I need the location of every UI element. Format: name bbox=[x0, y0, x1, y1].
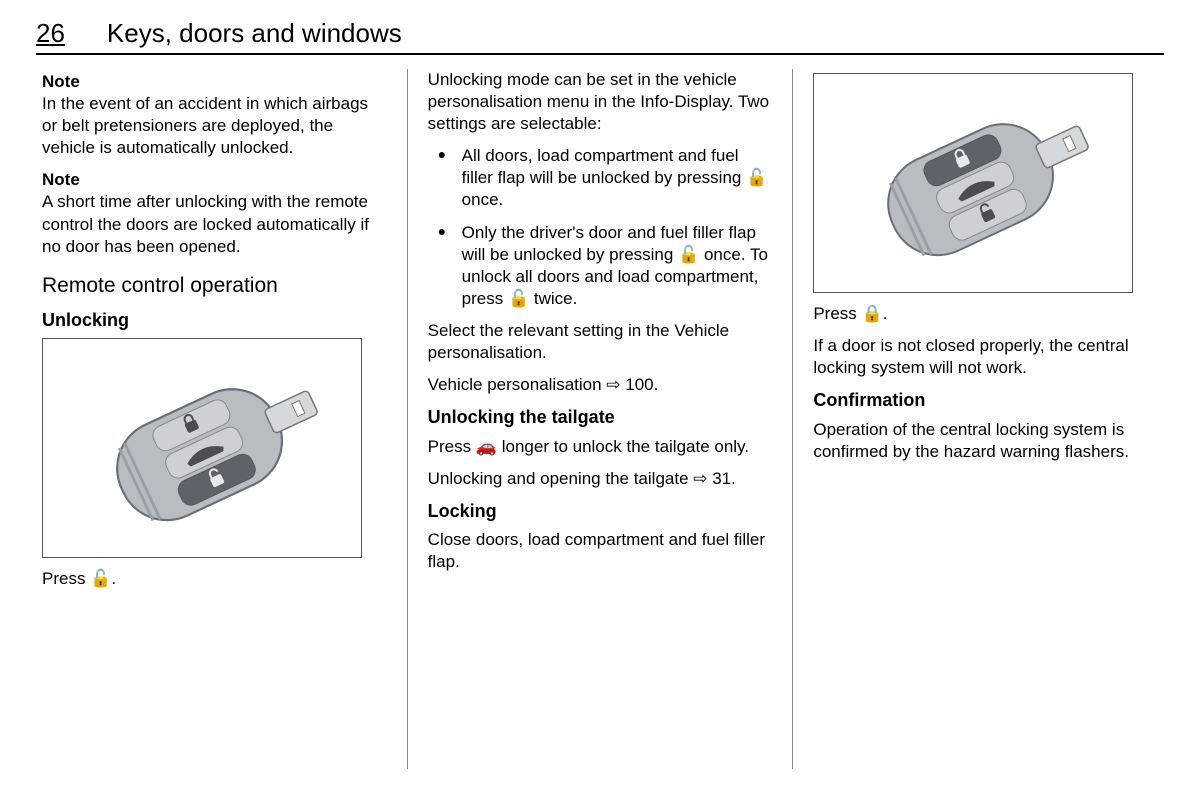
page-number: 26 bbox=[36, 18, 65, 49]
section-heading-remote: Remote control operation bbox=[42, 272, 387, 299]
door-not-closed: If a door is not closed properly, the ce… bbox=[813, 335, 1158, 379]
subheading-locking: Locking bbox=[428, 500, 773, 523]
list-item: Only the driver's door and fuel filler f… bbox=[428, 222, 773, 310]
subheading-unlocking: Unlocking bbox=[42, 309, 387, 332]
content-columns: Note In the event of an accident in whic… bbox=[36, 69, 1164, 769]
column-1: Note In the event of an accident in whic… bbox=[36, 69, 407, 769]
keyfob-svg-unlock bbox=[52, 348, 352, 548]
column-3: Press 🔒. If a door is not closed properl… bbox=[793, 69, 1164, 769]
xref-tailgate: Unlocking and opening the tailgate ⇨ 31. bbox=[428, 468, 773, 490]
confirmation-body: Operation of the central locking system … bbox=[813, 419, 1158, 463]
keyfob-svg-lock bbox=[823, 83, 1123, 283]
press-lock-text: Press 🔒. bbox=[813, 303, 1158, 325]
page-header: 26 Keys, doors and windows bbox=[36, 18, 1164, 55]
unlock-mode-list: All doors, load compartment and fuel fil… bbox=[428, 145, 773, 310]
xref-vehicle-personalisation: Vehicle personalisation ⇨ 100. bbox=[428, 374, 773, 396]
subheading-confirmation: Confirmation bbox=[813, 389, 1158, 412]
list-item: All doors, load compartment and fuel fil… bbox=[428, 145, 773, 211]
unlock-mode-intro: Unlocking mode can be set in the vehicle… bbox=[428, 69, 773, 135]
subheading-tailgate: Unlocking the tailgate bbox=[428, 406, 773, 429]
tailgate-press: Press 🚗 longer to unlock the tailgate on… bbox=[428, 436, 773, 458]
note-heading: Note bbox=[42, 71, 387, 93]
column-2: Unlocking mode can be set in the vehicle… bbox=[407, 69, 794, 769]
keyfob-illustration-unlock bbox=[42, 338, 362, 558]
locking-body: Close doors, load compartment and fuel f… bbox=[428, 529, 773, 573]
select-setting: Select the relevant setting in the Vehic… bbox=[428, 320, 773, 364]
press-unlock-text: Press 🔓. bbox=[42, 568, 387, 590]
note-heading: Note bbox=[42, 169, 387, 191]
chapter-title: Keys, doors and windows bbox=[107, 18, 402, 49]
keyfob-illustration-lock bbox=[813, 73, 1133, 293]
note-body: A short time after unlocking with the re… bbox=[42, 191, 387, 257]
note-body: In the event of an accident in which air… bbox=[42, 93, 387, 159]
